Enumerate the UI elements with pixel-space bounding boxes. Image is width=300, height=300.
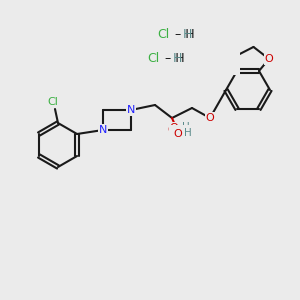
FancyBboxPatch shape xyxy=(170,125,192,143)
Text: H: H xyxy=(172,52,182,64)
Text: O: O xyxy=(169,123,178,133)
FancyBboxPatch shape xyxy=(140,20,240,75)
Text: –: – xyxy=(161,32,175,44)
Text: Cl: Cl xyxy=(148,52,160,64)
Text: H: H xyxy=(176,32,185,44)
Text: –: – xyxy=(151,58,165,71)
Text: O: O xyxy=(265,54,273,64)
Text: H: H xyxy=(166,58,175,71)
Text: – H: – H xyxy=(161,52,184,64)
Text: Cl: Cl xyxy=(48,97,58,107)
Text: H: H xyxy=(182,122,190,132)
Text: – H: – H xyxy=(171,28,195,41)
Text: Cl: Cl xyxy=(158,28,170,41)
Text: N: N xyxy=(99,125,107,135)
Text: Cl: Cl xyxy=(152,32,164,44)
Text: H: H xyxy=(184,128,192,138)
Text: N: N xyxy=(127,105,135,115)
Text: O: O xyxy=(174,129,182,139)
Text: H: H xyxy=(182,28,192,41)
Text: Cl: Cl xyxy=(142,58,154,71)
Text: O: O xyxy=(230,52,238,62)
Text: O: O xyxy=(206,113,214,123)
Text: OH: OH xyxy=(167,125,184,135)
